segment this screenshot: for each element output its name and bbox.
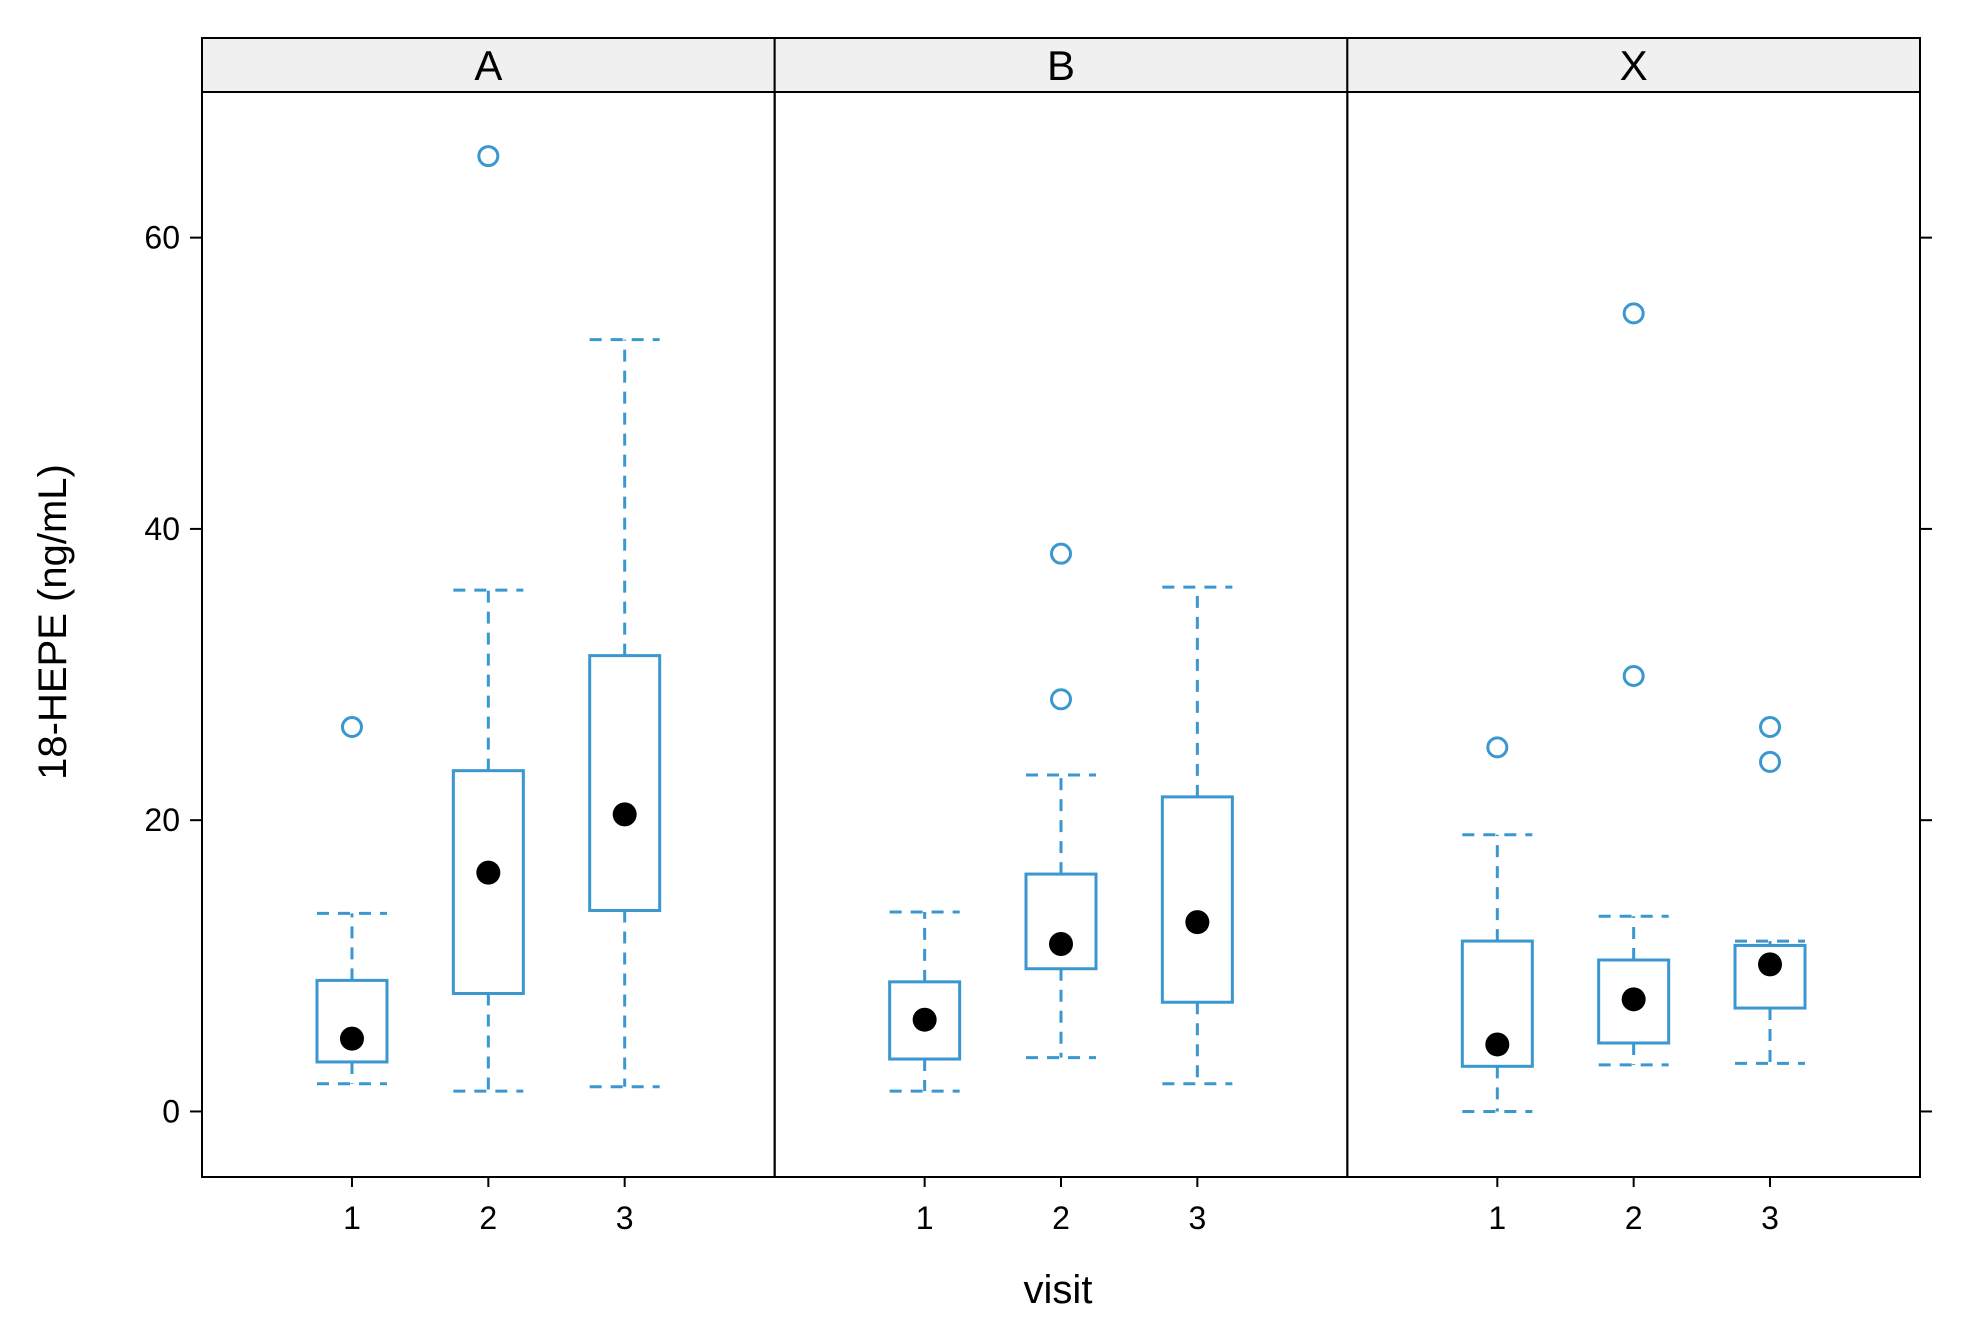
outlier-point	[1759, 750, 1782, 773]
y-axis-label: 18-HEPE (ng/mL)	[31, 464, 75, 780]
outlier-point	[477, 145, 500, 168]
outlier-point	[340, 715, 363, 738]
x-tick-label: 3	[1761, 1200, 1779, 1236]
outlier-point	[1622, 665, 1645, 688]
median-dot	[912, 1007, 937, 1032]
median-dot	[1485, 1032, 1510, 1057]
panel-b: B 1 2 3	[773, 37, 1349, 1236]
box-group-visit-2	[1597, 302, 1671, 1067]
box-group-visit-1	[315, 715, 389, 1086]
panel-a: A 1 2 3	[201, 37, 776, 1236]
x-tick-label: 3	[1188, 1200, 1206, 1236]
y-tick-label: 0	[162, 1093, 180, 1129]
x-tick-label: 3	[616, 1200, 634, 1236]
box-group-visit-2	[451, 145, 525, 1093]
box-group-visit-1	[1460, 736, 1534, 1113]
x-tick-label: 1	[916, 1200, 934, 1236]
median-dot	[339, 1026, 364, 1051]
panel-strip	[201, 37, 776, 93]
panel-strip-label: A	[474, 42, 502, 89]
outlier-point	[1759, 715, 1782, 738]
median-dot	[1758, 952, 1783, 977]
median-dot	[1049, 931, 1073, 956]
panel-strip	[1346, 37, 1922, 93]
y-tick-label: 60	[144, 220, 180, 256]
box-group-visit-3	[1160, 585, 1234, 1086]
panel-strip-label: B	[1047, 42, 1075, 89]
median-dot	[476, 860, 501, 885]
y-tick-label: 40	[144, 511, 180, 547]
box-group-visit-3	[1733, 715, 1807, 1065]
box-group-visit-2	[1024, 542, 1098, 1060]
outlier-point	[1622, 302, 1645, 325]
median-dot	[1621, 987, 1646, 1012]
box-group-visit-1	[888, 910, 962, 1093]
x-tick-label: 1	[343, 1200, 361, 1236]
iqr-box	[1160, 795, 1234, 1004]
panel-strip-label: X	[1620, 42, 1648, 89]
x-tick-label: 2	[1625, 1200, 1643, 1236]
y-tick-label: 20	[144, 802, 180, 838]
x-tick-label: 2	[479, 1200, 497, 1236]
outlier-point	[1050, 688, 1072, 711]
median-dot	[612, 802, 637, 827]
x-tick-label: 1	[1488, 1200, 1506, 1236]
median-dot	[1185, 910, 1210, 935]
panels: A 1 2 3 B 1 2 3 X 1 2 3	[201, 37, 1922, 1236]
outlier-point	[1050, 542, 1072, 565]
panel-strip	[773, 37, 1349, 93]
y-axis: 0 20 40 60	[144, 220, 1932, 1129]
iqr-box	[588, 654, 662, 912]
panel-x: X 1 2 3	[1346, 37, 1922, 1236]
x-tick-label: 2	[1052, 1200, 1070, 1236]
outlier-point	[1486, 736, 1509, 759]
box-group-visit-3	[588, 338, 662, 1089]
x-axis-label: visit	[1024, 1268, 1093, 1312]
